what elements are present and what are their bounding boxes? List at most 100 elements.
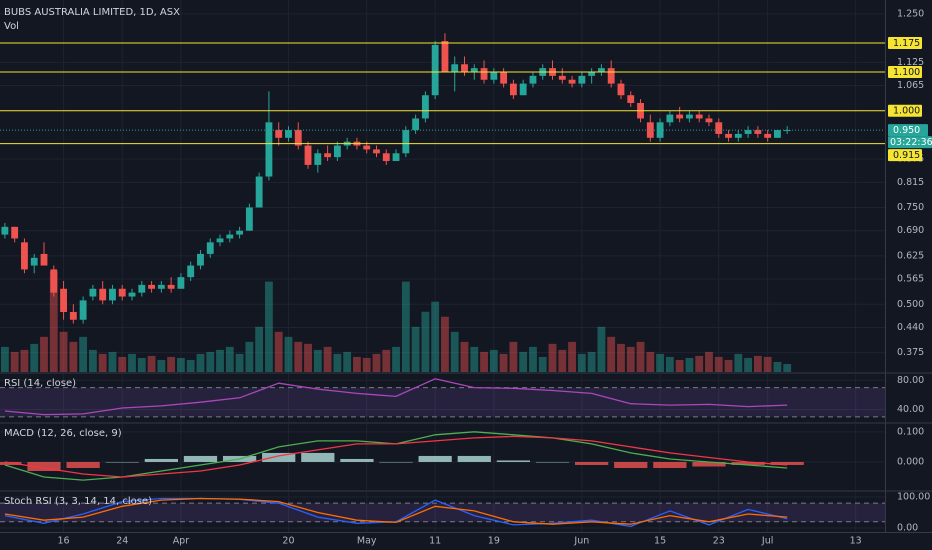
x-tick-label: 15 [654, 536, 666, 547]
volume-bar [196, 353, 205, 372]
volume-bar [167, 356, 176, 372]
level-label: 1.100 [893, 67, 920, 78]
candle-body [451, 64, 459, 72]
candle-body [734, 133, 742, 138]
volume-bar [372, 353, 381, 372]
volume-bar [79, 336, 88, 372]
candle-body [157, 284, 165, 289]
volume-bar [783, 363, 792, 372]
candle-body [617, 83, 625, 96]
y-tick-label: 0.00 [897, 522, 918, 533]
y-tick-label: 1.250 [897, 8, 924, 19]
candle-body [392, 153, 400, 162]
x-tick-label: Jul [761, 536, 773, 547]
level-label-box [888, 104, 922, 117]
volume-bar [265, 281, 273, 372]
candle-body [30, 257, 38, 266]
candle-body [568, 79, 576, 84]
volume-bar [284, 336, 293, 372]
volume-bar [675, 359, 684, 372]
candle-body [461, 64, 468, 72]
candle-body [646, 122, 654, 138]
volume-bar [538, 356, 547, 372]
y-tick-label: 100.00 [897, 491, 930, 502]
candle-body [695, 114, 703, 119]
volume-bar [255, 326, 264, 372]
volume-bar [186, 359, 195, 372]
volume-bar [617, 343, 625, 372]
volume-bar [128, 353, 136, 372]
y-tick-label: 0.500 [897, 299, 924, 310]
candle-body [187, 265, 195, 278]
candle-body [255, 176, 263, 208]
volume-bar [225, 346, 234, 372]
candle-body [324, 153, 332, 158]
candle-body [754, 130, 762, 134]
volume-bar [548, 343, 557, 372]
volume-bar [724, 359, 733, 372]
candle-body [177, 277, 185, 289]
volume-bar [323, 346, 332, 372]
histogram-bar [692, 461, 726, 467]
candle-body [685, 114, 693, 119]
candle-body [167, 284, 175, 289]
candle-body [774, 130, 781, 138]
countdown: 03:22:36 [890, 137, 932, 148]
volume-bar [421, 311, 430, 372]
candle-body [519, 83, 527, 96]
pane-title: Stoch RSI (3, 3, 14, 14, close) [4, 496, 152, 507]
x-tick-label: Apr [173, 536, 190, 547]
y-tick-label: 0.000 [897, 456, 924, 467]
candle-body [1, 226, 9, 235]
candle-body [402, 130, 410, 154]
last-price-label: 0.950 [893, 125, 920, 136]
candle-body [676, 114, 684, 119]
histogram-bar [183, 455, 218, 462]
volume-bar [460, 341, 469, 372]
candle-body [314, 153, 322, 165]
histogram-bar [653, 461, 687, 468]
indicator-line [4, 435, 788, 478]
candle-body [79, 300, 87, 320]
histogram-bar [770, 461, 804, 465]
y-tick-label: 1.125 [897, 57, 924, 68]
volume-bar [607, 336, 616, 372]
band-fill [0, 387, 885, 417]
volume-bar [411, 326, 420, 372]
candle-body [138, 284, 146, 293]
volume-bar [59, 331, 68, 372]
volume-bar [69, 341, 78, 372]
pane-title: MACD (12, 26, close, 9) [4, 428, 122, 439]
histogram-bar [301, 452, 335, 462]
volume-bar [558, 349, 567, 372]
histogram-bar [535, 461, 570, 463]
x-tick-label: 19 [488, 536, 500, 547]
y-tick-label: 80.00 [897, 375, 924, 386]
y-tick-label: 40.00 [897, 404, 924, 415]
volume-bar [98, 353, 107, 372]
histogram-bar [144, 458, 178, 462]
candle-body [744, 130, 752, 134]
last-price-box [888, 124, 928, 137]
countdown-box [888, 136, 932, 149]
volume-bar [0, 346, 9, 372]
candle-body [304, 145, 312, 165]
candle-body [500, 72, 508, 84]
y-tick-label: 0.815 [897, 177, 924, 188]
volume-bar [245, 341, 254, 372]
candle-body [40, 253, 48, 266]
volume-bar [744, 357, 753, 372]
volume-bar [382, 349, 391, 372]
candle-body [578, 75, 586, 84]
volume-bar [177, 357, 185, 372]
volume-bar [304, 343, 312, 372]
candle-body [382, 153, 390, 162]
pane-title: BUBS AUSTRALIA LIMITED, 1D, ASX [4, 7, 180, 18]
candle-body [333, 145, 341, 158]
y-tick-label: 0.625 [897, 250, 924, 261]
candle-body [21, 242, 28, 270]
y-tick-label: 0.565 [897, 274, 924, 285]
y-tick-label: 0.100 [897, 426, 924, 437]
volume-bar [587, 351, 596, 372]
